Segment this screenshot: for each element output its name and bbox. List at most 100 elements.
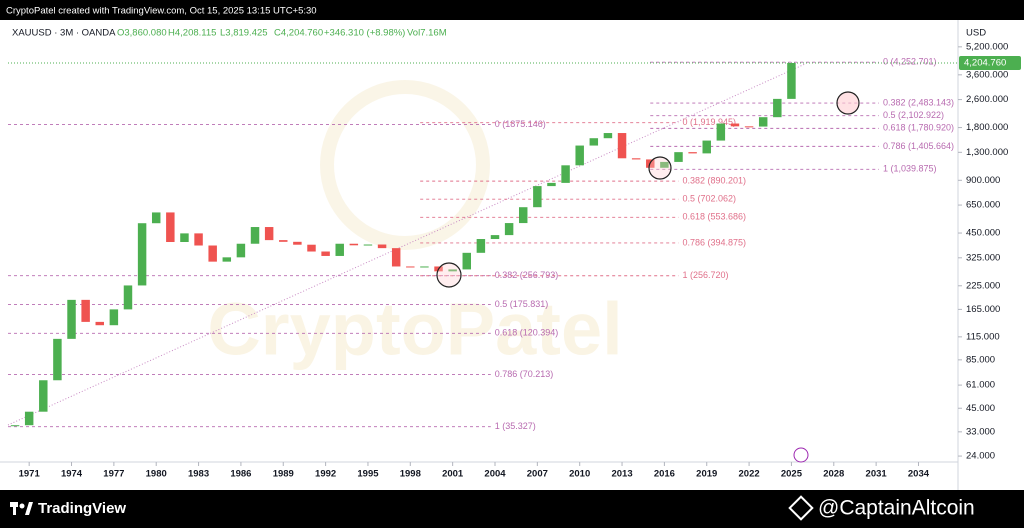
candle — [533, 186, 542, 208]
event-icon[interactable] — [793, 447, 809, 463]
x-tick-label: 1995 — [357, 469, 379, 480]
header-bar — [0, 0, 1024, 20]
candle — [744, 126, 754, 128]
y-tick-label: 5,200.000 — [966, 41, 1008, 52]
credit-logo — [788, 495, 814, 521]
candle — [660, 161, 669, 168]
x-tick-label: 1971 — [19, 469, 41, 480]
last-price-label: 4,204.760 — [964, 58, 1006, 69]
highlight-circle — [436, 262, 462, 288]
trend-line — [7, 63, 806, 426]
y-tick-label: 61.000 — [966, 380, 995, 391]
fib-label: 0.382 (2,483.143) — [883, 97, 954, 107]
y-tick-label: 115.000 — [966, 331, 1000, 342]
currency: USD — [966, 28, 986, 39]
y-tick-label: 1,300.000 — [966, 147, 1008, 158]
header-caption: CryptoPatel created with TradingView.com… — [6, 6, 317, 17]
candle — [547, 182, 556, 187]
highlight-circle — [836, 91, 860, 115]
candle — [166, 212, 175, 243]
candle — [773, 98, 782, 118]
fib-label: 0.786 (70.213) — [495, 369, 554, 379]
candle — [716, 123, 726, 141]
candle — [490, 235, 500, 240]
y-tick-label: 45.000 — [966, 403, 995, 414]
candle — [787, 63, 796, 99]
watermark-logo — [320, 80, 490, 250]
x-tick-label: 1974 — [61, 469, 83, 480]
fib-label: 0.618 (120.394) — [495, 328, 559, 338]
tv-logo — [25, 502, 33, 515]
x-tick-label: 1980 — [146, 469, 167, 480]
watermark: CryptoPatel — [207, 288, 622, 371]
candle — [123, 285, 133, 310]
footer-credit: @CaptainAltcoin — [818, 497, 975, 520]
fib-label: 0.5 (702.062) — [683, 194, 737, 204]
candle — [307, 244, 316, 252]
fib-label: 0.786 (394.875) — [683, 237, 747, 247]
candle — [504, 223, 514, 236]
candle — [349, 243, 359, 246]
candle — [293, 241, 302, 245]
x-tick-label: 1983 — [188, 469, 209, 480]
y-tick-label: 325.000 — [966, 252, 1000, 263]
fib-label: 1 (1,039.875) — [883, 164, 937, 174]
y-tick-label: 3,600.000 — [966, 69, 1008, 80]
x-tick-label: 2019 — [696, 469, 717, 480]
candle — [575, 145, 584, 166]
fib-label: 0 (1,919.945) — [683, 117, 737, 127]
x-tick-label: 1998 — [400, 469, 421, 480]
x-tick-label: 2013 — [611, 469, 632, 480]
y-tick-label: 24.000 — [966, 451, 995, 462]
ohlc-value: +346.310 (+8.98%) — [324, 28, 405, 39]
candle — [222, 257, 232, 262]
last-price-tag — [959, 56, 1021, 71]
candle — [180, 233, 189, 243]
ohlc-value: Vol7.16M — [407, 28, 447, 39]
candle — [589, 138, 599, 146]
candle — [377, 244, 387, 249]
candle — [264, 227, 274, 241]
y-tick-label: 650.000 — [966, 200, 1000, 211]
x-tick-label: 2031 — [866, 469, 888, 480]
footer-bar — [0, 490, 1024, 528]
x-tick-label: 2016 — [654, 469, 675, 480]
y-tick-label: 85.000 — [966, 354, 995, 365]
candle — [702, 140, 711, 154]
candle — [151, 212, 161, 224]
candle — [462, 252, 472, 270]
plot: 0 (1875.146) 0.382 (256.793) 0.5 (175.831)… — [8, 57, 954, 431]
x-tick-label: 2028 — [823, 469, 844, 480]
candle — [95, 321, 104, 326]
candle — [363, 244, 373, 246]
x-tick-label: 2001 — [442, 469, 464, 480]
candle — [53, 338, 62, 381]
candle — [730, 123, 740, 127]
fib-label: 1 (35.327) — [495, 421, 536, 431]
symbol: XAUUSD · 3M · OANDA — [12, 28, 116, 39]
fib-label: 0.618 (1,780.920) — [883, 123, 954, 133]
candle — [476, 239, 486, 253]
candle — [194, 233, 203, 246]
fib-label: 1 (256.720) — [683, 270, 729, 280]
y-tick-label: 2,600.000 — [966, 94, 1008, 105]
fib-label: 0.5 (2,102.922) — [883, 110, 944, 120]
x-tick-label: 2034 — [908, 469, 930, 480]
fib-label: 0 (4,252.701) — [883, 57, 937, 67]
x-tick-label: 1986 — [230, 469, 251, 480]
x-tick-label: 2010 — [569, 469, 590, 480]
candle — [10, 425, 20, 427]
candle — [674, 152, 683, 162]
candle — [67, 299, 76, 339]
candle — [391, 248, 401, 267]
fib-label: 0.382 (256.793) — [495, 270, 559, 280]
candle — [109, 309, 119, 326]
fib-label: 0.786 (1,405.664) — [883, 141, 954, 151]
x-tick-label: 2022 — [739, 469, 760, 480]
candle — [24, 411, 34, 426]
candle — [561, 165, 570, 183]
candle — [39, 380, 48, 412]
highlight-circle — [648, 156, 672, 180]
candle — [518, 207, 528, 224]
